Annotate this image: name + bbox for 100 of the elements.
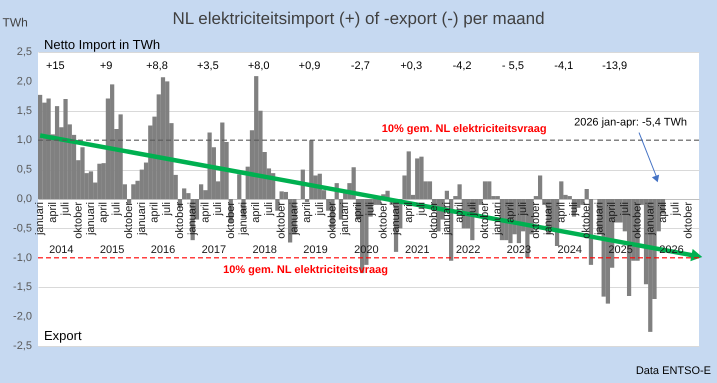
x-tick-label: oktober [479,202,492,239]
bar [584,189,589,199]
bar [165,81,170,199]
x-tick-label: april [250,202,262,223]
x-tick-label: juli [161,202,174,216]
bar [457,184,462,199]
bar [131,184,136,199]
x-tick-label: oktober [174,202,186,239]
x-tick-label: april [301,202,314,223]
x-tick-label: januari [390,202,402,236]
annotation: 2022 [456,244,480,256]
x-tick-label: oktober [377,202,390,239]
annotation: 2024 [558,244,582,256]
bar [304,199,310,202]
annotation: 2015 [100,244,124,256]
x-tick-label: januari [644,202,656,236]
x-tick-label: juli [466,202,478,216]
bar [444,190,450,199]
x-tick-label: januari [288,202,300,236]
x-tick-label: januari [238,202,250,236]
annotation: +0,9 [298,60,320,72]
bar [280,191,284,199]
bar [182,188,186,199]
x-tick-label: juli [517,202,530,216]
y-tick-label: -1,5 [13,281,32,294]
annotation: +0,3 [400,60,422,72]
chart-title: NL elektriciteitsimport (+) of -export (-) per maand [172,9,545,28]
bar [568,196,572,199]
x-tick-label: oktober [276,202,288,239]
bar [284,192,288,199]
text: Data ENTSO-E [636,365,711,377]
annotation: +9 [100,60,112,72]
annotation: 2019 [303,244,328,256]
y-tick-label: -2,0 [13,310,32,323]
bar [38,94,42,199]
bar [538,175,542,199]
x-tick-label: juli [568,202,580,216]
x-tick-label: oktober [682,202,694,239]
bar [80,147,85,199]
text: Netto Import in TWh [44,37,160,52]
x-tick-label: april [98,202,110,223]
bar [487,181,492,199]
y-tick-label: -1,0 [13,252,32,264]
bar [220,122,224,199]
x-tick-label: juli [262,202,275,216]
bar [309,140,314,199]
x-tick-label: januari [136,202,148,236]
x-tick-label: januari [542,202,555,236]
x-tick-label: juli [110,202,122,216]
x-tick-label: april [504,202,516,223]
x-tick-label: april [454,202,466,223]
annotation: -4,1 [554,60,574,72]
x-tick-label: april [656,202,669,223]
x-tick-label: juli [364,202,377,216]
annotation: 2026 jan-apr: -5,4 TWh [574,116,687,129]
bar [496,196,500,199]
x-tick-label: oktober [530,202,542,239]
x-tick-label: januari [186,202,199,236]
annotation: 2021 [404,244,430,256]
y-tick-label: 2,5 [16,46,32,58]
x-tick-label: januari [84,202,97,236]
annotation: -2,7 [350,60,370,72]
y-tick-label: 0,5 [16,164,32,176]
x-tick-label: juli [415,202,428,216]
bar [237,174,242,199]
x-tick-label: januari [34,202,46,236]
ref-line-label: 10% gem. NL elektriciteitsvraag [223,264,388,276]
bar [428,181,432,199]
x-tick-label: april [46,202,59,223]
x-tick-label: juli [60,202,72,216]
x-tick-label: juli [670,202,682,216]
y-tick-label: 1,0 [16,134,32,146]
bar [406,151,411,199]
annotation: Export [44,328,82,343]
x-tick-label: april [555,202,568,223]
x-tick-label: oktober [580,202,593,239]
x-tick-label: januari [339,202,352,236]
y-tick-label: -2,5 [13,340,32,352]
annotation: +8,0 [248,60,270,72]
annotation: -13,9 [602,60,628,72]
annotation: 2014 [49,244,74,256]
x-tick-label: januari [492,202,504,236]
annotation: +8,8 [146,60,168,72]
annotation: 2018 [252,244,277,256]
x-tick-label: april [148,202,161,223]
bar [54,106,60,199]
bar [559,181,564,199]
bar [63,99,68,199]
x-tick-label: april [352,202,364,223]
bar [415,158,420,199]
x-tick-label: juli [314,202,326,216]
x-tick-label: oktober [72,202,84,239]
x-tick-label: april [402,202,415,223]
annotation: +3,5 [196,60,219,72]
x-tick-label: juli [212,202,224,216]
y-tick-label: 1,5 [16,104,32,117]
bar [160,77,166,199]
annotation: +15 [46,60,65,72]
bar [110,84,114,199]
x-tick-label: oktober [428,202,440,239]
